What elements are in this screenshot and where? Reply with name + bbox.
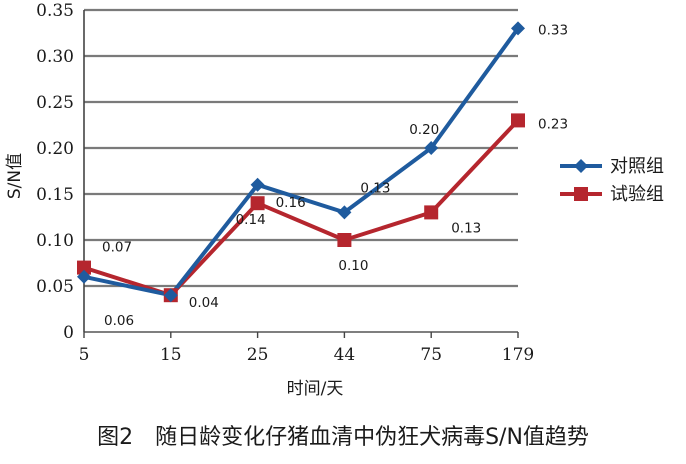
y-axis-title: S/N值: [5, 153, 25, 199]
data-label-control: 0.13: [360, 180, 390, 196]
x-tick-label: 15: [160, 345, 182, 365]
data-label-control: 0.06: [104, 313, 134, 329]
series-line-control: [83, 27, 520, 298]
data-point-test: [250, 196, 265, 211]
y-tick-label: 0.05: [36, 277, 74, 297]
data-point-test: [511, 113, 525, 128]
y-tick-label: 0.35: [36, 1, 74, 21]
y-tick-label: 0.25: [36, 93, 74, 113]
figure-caption: 图2 随日龄变化仔猪血清中伪狂犬病毒S/N值趋势: [97, 425, 589, 450]
data-point-control: [337, 205, 352, 220]
legend-marker-control: [574, 159, 588, 173]
x-tick-label: 5: [79, 345, 90, 365]
x-tick-label: 75: [420, 345, 442, 365]
data-point-control: [511, 21, 525, 36]
data-label-control: 0.20: [409, 122, 439, 138]
data-point-control: [77, 269, 91, 284]
grid-lines: [84, 8, 518, 333]
data-label-test: 0.13: [451, 220, 481, 236]
data-label-test: 0.04: [189, 295, 219, 311]
data-point-control: [163, 288, 178, 303]
y-axis: 0 0.05 0.10 0.15 0.20 0.25 0.30 0.35: [36, 1, 85, 343]
data-point-control: [250, 177, 265, 192]
x-axis-title: 时间/天: [287, 379, 344, 399]
x-tick-label: 179: [502, 345, 534, 365]
legend-label-test: 试验组: [610, 184, 664, 205]
data-point-control: [424, 141, 439, 155]
y-tick-label: 0.10: [36, 231, 74, 251]
y-tick-label: 0: [63, 323, 74, 343]
data-label-test: 0.23: [538, 116, 568, 132]
data-point-test: [337, 233, 352, 247]
y-tick-label: 0.20: [36, 139, 74, 159]
data-label-test: 0.14: [236, 212, 266, 228]
y-tick-label: 0.30: [36, 47, 74, 67]
data-label-test: 0.10: [338, 258, 368, 274]
data-label-test: 0.07: [102, 240, 132, 256]
legend-marker-test: [574, 187, 588, 201]
y-tick-label: 0.15: [36, 185, 74, 205]
data-point-test: [77, 260, 91, 275]
data-labels: 0.06 0.16 0.13 0.20 0.33 0.07 0.04 0.14 0.10 0.13…: [102, 22, 568, 328]
legend-label-control: 对照组: [610, 156, 664, 177]
x-axis: 5 15 25 44 75 179: [79, 332, 534, 365]
x-tick-label: 44: [334, 345, 356, 365]
x-tick-label: 25: [247, 345, 269, 365]
series-lines: [77, 21, 525, 303]
data-point-test: [424, 205, 439, 220]
data-label-control: 0.16: [276, 195, 306, 211]
data-label-control: 0.33: [538, 22, 568, 38]
